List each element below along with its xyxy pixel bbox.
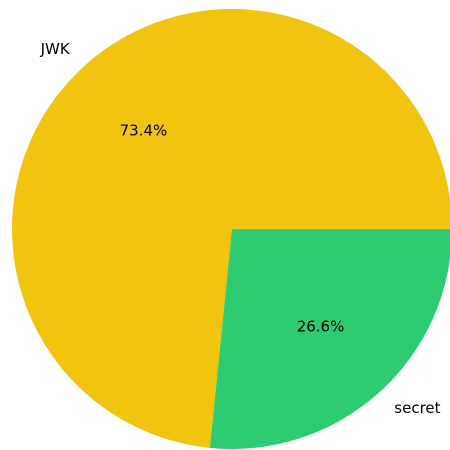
pie-slice-jwk: [12, 9, 450, 448]
slice-label-secret: secret: [394, 399, 440, 417]
pie-slice-secret: [209, 229, 450, 449]
slice-percent-secret: 26.6%: [297, 317, 345, 335]
slice-label-jwk: JWK: [40, 40, 71, 58]
slice-percent-jwk: 73.4%: [120, 122, 168, 140]
pie-labels: JWK 73.4% secret 26.6%: [40, 40, 441, 417]
pie-slices: [12, 9, 450, 449]
